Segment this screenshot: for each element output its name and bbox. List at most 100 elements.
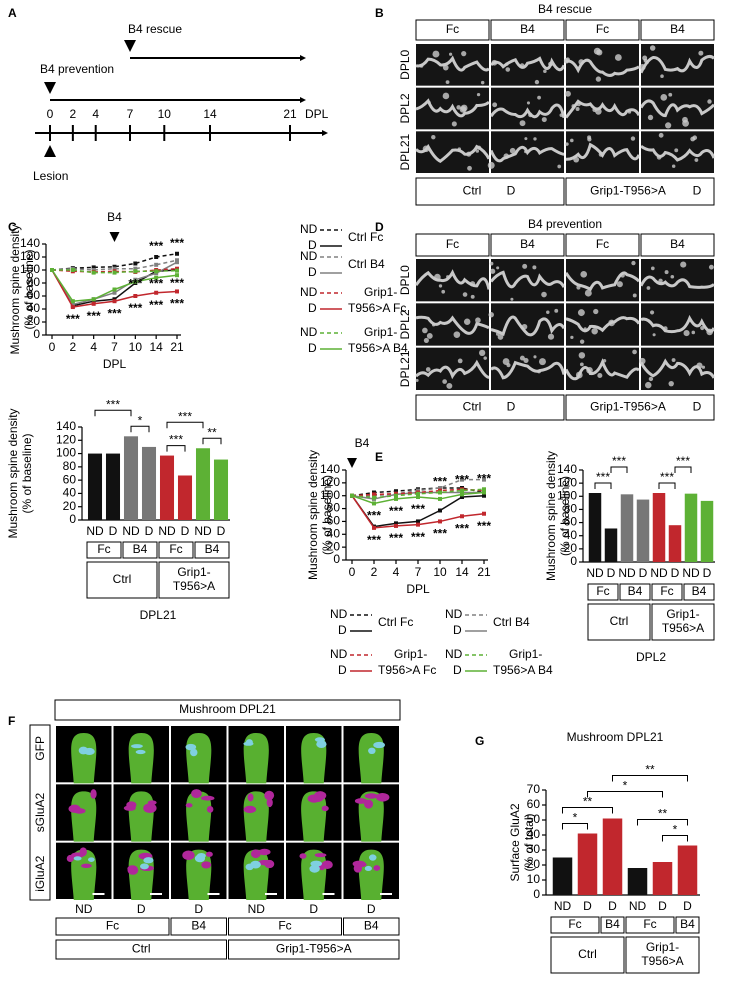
spine xyxy=(497,334,504,340)
significance: *** xyxy=(455,521,469,535)
significance: * xyxy=(573,811,578,825)
bar xyxy=(123,436,139,520)
bar xyxy=(105,453,121,520)
legend-group: Grip1- xyxy=(364,325,397,339)
data-point xyxy=(133,279,138,284)
dendrite xyxy=(565,58,640,77)
dendrite xyxy=(639,54,716,74)
bar xyxy=(552,857,573,895)
group-box xyxy=(550,916,600,934)
data-point xyxy=(70,268,75,272)
group-label: Ctrl xyxy=(463,184,482,198)
spine xyxy=(534,79,540,85)
y-tick-label: 140 xyxy=(56,419,76,433)
spine xyxy=(683,330,690,337)
group-box xyxy=(170,917,227,936)
legend-label: D xyxy=(308,265,317,279)
data-point xyxy=(154,255,159,259)
column-label: Fc xyxy=(596,237,609,251)
y-tick-label: 120 xyxy=(320,475,340,489)
data-point xyxy=(133,294,138,298)
spine xyxy=(608,319,615,327)
group-label: T956>A xyxy=(173,579,215,593)
spine xyxy=(602,358,607,363)
group-box xyxy=(86,561,158,599)
data-point xyxy=(416,491,420,496)
spine xyxy=(627,110,632,114)
x-tick-label: 0 xyxy=(349,565,356,579)
x-tick-label: 21 xyxy=(477,565,491,579)
spine xyxy=(694,158,699,162)
significance-bracket xyxy=(94,409,132,417)
spine xyxy=(446,382,453,389)
significance: * xyxy=(138,413,143,427)
spine xyxy=(478,349,486,357)
spine xyxy=(461,51,467,57)
significance: *** xyxy=(170,276,184,290)
data-point xyxy=(175,268,179,273)
data-point xyxy=(438,508,442,513)
column-header xyxy=(415,233,490,257)
x-tick-label: 4 xyxy=(393,565,400,579)
y-tick-label: 20 xyxy=(564,541,578,555)
group-box xyxy=(683,583,715,601)
bar xyxy=(636,499,650,562)
micrograph xyxy=(491,259,564,302)
group-box xyxy=(565,394,715,421)
timeline-tick-label: 4 xyxy=(92,107,99,121)
sglua2 xyxy=(127,866,139,875)
y-tick-label: 80 xyxy=(564,502,578,516)
significance-bracket xyxy=(637,819,688,826)
spine xyxy=(578,59,585,65)
group-label: Fc xyxy=(278,919,291,933)
sglua2 xyxy=(314,791,327,800)
y-tick-label: 50 xyxy=(527,812,541,826)
x-tick-label: D xyxy=(607,566,616,580)
spine xyxy=(614,54,622,61)
spine xyxy=(441,289,446,294)
spine xyxy=(448,52,453,56)
sglua2 xyxy=(71,852,84,859)
iglua2 xyxy=(316,740,327,748)
column-label: B4 xyxy=(520,22,535,36)
spine xyxy=(692,135,698,141)
spine xyxy=(595,76,602,82)
group-box xyxy=(55,917,170,936)
y-tick-label: 100 xyxy=(56,446,76,460)
group-label: Fc xyxy=(660,584,673,598)
group-box xyxy=(587,603,651,641)
significance: *** xyxy=(411,530,425,544)
group-label: Fc xyxy=(97,542,110,556)
spine xyxy=(570,138,574,143)
y-tick-label: 60 xyxy=(63,472,77,486)
bar xyxy=(213,459,229,520)
y-axis-label: Surface GluA2 xyxy=(508,803,522,881)
spine xyxy=(587,137,592,142)
row-label: DPL21 xyxy=(398,134,412,171)
significance: *** xyxy=(676,454,690,468)
spine xyxy=(519,355,525,361)
legend-label: D xyxy=(453,623,462,637)
x-tick-label: D xyxy=(217,524,226,538)
lesion-arrow xyxy=(44,145,56,157)
y-axis-label: (% of total) xyxy=(522,813,536,871)
group-box xyxy=(625,916,675,934)
group-box xyxy=(158,541,194,559)
sglua2 xyxy=(354,798,368,804)
spine-render xyxy=(71,791,97,842)
spine xyxy=(595,108,602,115)
bar xyxy=(604,528,618,562)
column-header xyxy=(565,233,640,257)
prevention-label: B4 prevention xyxy=(40,62,114,76)
y-tick-label: 140 xyxy=(20,236,40,250)
spine xyxy=(509,147,516,154)
spine xyxy=(477,145,482,150)
column-header xyxy=(640,19,715,41)
group-label: B4 xyxy=(205,542,220,556)
spine-render xyxy=(186,791,212,842)
micrograph xyxy=(641,259,714,302)
data-point xyxy=(482,490,486,495)
significance: *** xyxy=(367,533,381,547)
timeline-tick-label: 10 xyxy=(158,107,172,121)
x-axis-label: DPL xyxy=(103,357,127,371)
